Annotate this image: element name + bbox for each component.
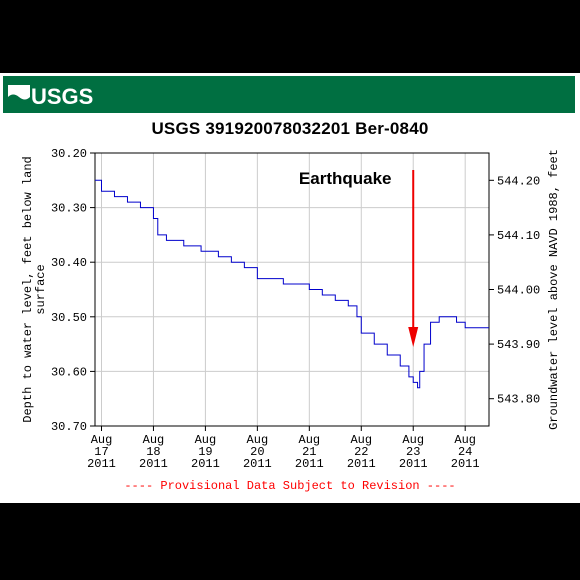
left-tick-label: 30.40	[51, 256, 87, 270]
left-axis: 30.20 30.30 30.40 30.50 30.60 30.70	[51, 147, 95, 434]
x-tick-label-month: Aug	[143, 433, 165, 447]
left-tick-label: 30.30	[51, 202, 87, 216]
right-tick-label: 544.10	[497, 229, 540, 243]
chart-frame: USGS USGS 391920078032201 Ber-0840 30.20…	[0, 73, 580, 503]
x-tick-label-day: 20	[250, 445, 264, 459]
usgs-banner: USGS	[3, 76, 575, 113]
x-axis: Aug172011Aug182011Aug192011Aug202011Aug2…	[87, 426, 480, 471]
right-tick-label: 543.90	[497, 338, 540, 352]
right-tick-label: 544.00	[497, 284, 540, 298]
x-tick-label-day: 23	[406, 445, 420, 459]
x-tick-label-year: 2011	[243, 457, 272, 471]
x-tick-label-month: Aug	[350, 433, 372, 447]
x-tick-label-year: 2011	[139, 457, 168, 471]
left-tick-label: 30.60	[51, 365, 87, 379]
usgs-logo: USGS	[8, 84, 93, 107]
x-tick-label-year: 2011	[399, 457, 428, 471]
grid-lines	[95, 152, 489, 427]
left-tick-label: 30.50	[51, 311, 87, 325]
y-axis-label-left: Depth to water level, feet below landsur…	[21, 156, 48, 422]
usgs-logo-text: USGS	[31, 84, 93, 107]
x-tick-label-year: 2011	[87, 457, 116, 471]
x-tick-label-year: 2011	[191, 457, 220, 471]
x-tick-label-day: 22	[354, 445, 368, 459]
x-tick-label-day: 19	[198, 445, 212, 459]
x-tick-label-month: Aug	[91, 433, 113, 447]
right-axis: 544.20 544.10 544.00 543.90 543.80	[489, 174, 540, 407]
y-axis-label-right: Groundwater level above NAVD 1988, feet	[547, 149, 561, 430]
x-tick-label-day: 24	[458, 445, 472, 459]
x-tick-label-day: 18	[146, 445, 160, 459]
plot-area	[94, 152, 490, 427]
x-tick-label-year: 2011	[347, 457, 376, 471]
right-tick-label: 543.80	[497, 393, 540, 407]
x-tick-label-month: Aug	[402, 433, 424, 447]
provisional-caption: ---- Provisional Data Subject to Revisio…	[124, 479, 456, 493]
x-tick-label-month: Aug	[247, 433, 269, 447]
x-tick-label-year: 2011	[295, 457, 324, 471]
series-line	[95, 179, 489, 389]
x-tick-label-month: Aug	[195, 433, 217, 447]
x-tick-label-day: 17	[94, 445, 108, 459]
left-tick-label: 30.70	[51, 420, 87, 434]
right-tick-label: 544.20	[497, 174, 540, 188]
x-tick-label-day: 21	[302, 445, 316, 459]
earthquake-annotation: Earthquake	[299, 169, 392, 188]
x-tick-label-year: 2011	[451, 457, 480, 471]
left-tick-label: 30.20	[51, 147, 87, 161]
x-tick-label-month: Aug	[299, 433, 321, 447]
x-tick-label-month: Aug	[454, 433, 476, 447]
earthquake-arrowhead	[408, 327, 419, 347]
chart-title: USGS 391920078032201 Ber-0840	[151, 119, 429, 138]
